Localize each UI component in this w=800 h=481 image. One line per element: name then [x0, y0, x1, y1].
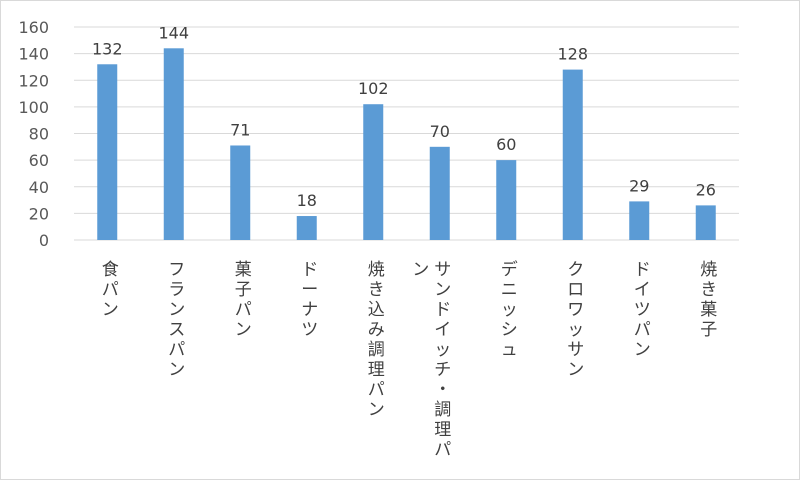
- y-tick-label: 60: [29, 151, 49, 170]
- x-tick-label-char: ナ: [301, 300, 318, 320]
- x-tick-label-char: 食: [102, 260, 119, 280]
- data-label: 144: [158, 23, 189, 42]
- x-tick-label-char: ン: [102, 300, 119, 320]
- x-tick-label-char: ン: [168, 360, 185, 380]
- x-tick-label-char: デ: [501, 259, 518, 280]
- y-tick-label: 40: [29, 178, 49, 197]
- y-tick-label: 100: [18, 98, 49, 117]
- x-tick-label-char: パ: [168, 340, 185, 360]
- x-tick-label-char: パ: [434, 440, 451, 460]
- bar: [562, 69, 583, 240]
- x-tick-label-char: 調: [368, 340, 385, 360]
- x-tick-label-char: ド: [434, 300, 451, 320]
- x-tick-label-char: 子: [235, 280, 252, 300]
- x-tick-label-char: ッ: [501, 300, 518, 320]
- x-tick-label-char: チ: [434, 360, 451, 380]
- x-tick-label-char: 理: [368, 360, 385, 380]
- x-tick-label-char: み: [368, 320, 385, 340]
- x-tick-label-char: ・: [434, 380, 451, 400]
- y-tick-label: 120: [18, 71, 49, 90]
- x-tick-label-char: フ: [168, 260, 185, 280]
- x-tick-label-char: ン: [368, 400, 385, 420]
- bar: [163, 48, 184, 240]
- x-tick-label-char: ク: [567, 260, 584, 280]
- x-tick-label-char: ッ: [434, 340, 451, 360]
- data-label: 132: [92, 39, 123, 58]
- bar: [429, 146, 450, 240]
- bar: [496, 160, 517, 240]
- x-tick-label-char: ス: [168, 320, 185, 340]
- x-tick-label-char: 子: [700, 320, 717, 340]
- x-tick-label-char: ド: [301, 260, 318, 280]
- x-tick-label-char: パ: [235, 300, 252, 320]
- x-tick-label-char: ワ: [567, 300, 584, 320]
- x-tick-label-char: 理: [434, 420, 451, 440]
- x-tick-label-char: ド: [634, 260, 651, 280]
- bar: [230, 145, 251, 240]
- bar: [629, 201, 650, 240]
- x-tick-label-char: き: [700, 280, 717, 300]
- x-tick-label-char: 調: [434, 400, 451, 420]
- x-tick-label-char: パ: [368, 380, 385, 400]
- x-tick-label-char: ン: [434, 280, 451, 300]
- x-tick-label-char: パ: [634, 320, 651, 340]
- bar: [97, 64, 118, 241]
- y-tick-label: 0: [39, 231, 49, 250]
- y-tick-label: 80: [29, 125, 49, 144]
- x-tick-label-char: 焼: [700, 260, 717, 280]
- x-tick-label-char: サ: [434, 260, 451, 280]
- x-tick-label-char: ロ: [567, 280, 584, 300]
- x-tick-label-char: 菓: [700, 300, 717, 320]
- data-label: 70: [430, 122, 450, 141]
- x-tick-label-char: 菓: [235, 260, 252, 280]
- x-tick-label-char: ン: [168, 300, 185, 320]
- bar: [695, 205, 716, 240]
- data-label: 29: [629, 176, 649, 195]
- y-tick-label: 160: [18, 18, 49, 37]
- x-tick-label-char: ツ: [634, 300, 651, 320]
- y-tick-label: 20: [29, 204, 49, 223]
- data-label: 102: [358, 79, 389, 98]
- data-label: 71: [230, 120, 250, 139]
- data-label: 128: [557, 45, 588, 64]
- x-tick-label-char: き: [368, 280, 385, 300]
- x-tick-label-char: ラ: [168, 280, 185, 300]
- x-tick-label-char: ン: [412, 260, 429, 280]
- x-tick-label-char: パ: [102, 280, 119, 300]
- x-tick-label-char: ン: [235, 320, 252, 340]
- x-tick-label-char: ッ: [567, 320, 584, 340]
- x-tick-label-char: ー: [301, 280, 318, 300]
- data-label: 26: [696, 180, 716, 199]
- x-tick-label-char: イ: [434, 320, 451, 340]
- x-tick-label-char: シ: [501, 320, 518, 340]
- y-tick-label: 140: [18, 45, 49, 64]
- x-tick-label-char: ニ: [501, 280, 518, 300]
- x-tick-label-char: 込: [368, 300, 385, 320]
- data-label: 60: [496, 135, 516, 154]
- x-tick-label-char: イ: [634, 280, 651, 300]
- x-tick-label-char: ュ: [501, 340, 518, 360]
- x-tick-label-char: ツ: [301, 320, 318, 340]
- x-tick-label-char: サ: [567, 340, 584, 360]
- x-tick-label-char: ン: [634, 340, 651, 360]
- x-tick-label-char: 焼: [368, 260, 385, 280]
- data-label: 18: [297, 191, 317, 210]
- x-tick-label-char: ン: [567, 360, 584, 380]
- bar: [363, 104, 384, 241]
- bar: [296, 216, 317, 240]
